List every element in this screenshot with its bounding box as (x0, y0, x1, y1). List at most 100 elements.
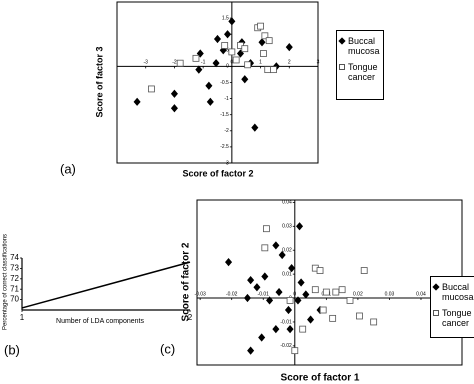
y-tick-label: 72 (10, 274, 19, 283)
legend-entry: Buccal mucosa (432, 282, 474, 302)
point (261, 244, 269, 252)
point (133, 97, 141, 106)
y-tick-label: 1.5 (222, 15, 229, 21)
point (221, 42, 229, 49)
point (263, 225, 270, 233)
point (332, 288, 340, 296)
legend-entry: Tongue cancer (339, 62, 381, 82)
point (275, 287, 283, 297)
legend-marker (339, 64, 345, 70)
point (302, 290, 310, 299)
point (195, 65, 203, 74)
x-axis-label: Score of factor 1 (281, 373, 360, 384)
x-axis-label: Score of factor 2 (182, 168, 253, 178)
point (346, 297, 354, 304)
x-tick-label: 2 (288, 60, 291, 66)
point (170, 89, 178, 98)
point (272, 325, 280, 334)
y-tick-label: 74 (10, 253, 19, 262)
point (266, 296, 274, 305)
y-tick-label: -1.5 (220, 112, 229, 118)
point (294, 296, 302, 305)
point (212, 59, 220, 68)
line (21, 261, 191, 309)
y-tick-label: -2.5 (220, 144, 229, 150)
legend-text: Buccal mucosa (442, 282, 474, 302)
y-tick-label: 0.01 (282, 271, 292, 277)
y-tick-label: -0.5 (220, 80, 229, 86)
y-tick-label: 0.03 (282, 224, 292, 230)
plot-frame (196, 199, 463, 366)
legend-entry: Buccal mucosa (338, 36, 381, 56)
legend-marker (338, 37, 346, 45)
point (243, 293, 252, 303)
point (225, 258, 233, 267)
legend-text: Tongue cancer (442, 308, 472, 328)
point (205, 81, 213, 90)
x-tick-label: 0.04 (416, 291, 426, 297)
y-tick-label: 0 (226, 64, 229, 70)
point (261, 272, 269, 281)
legend-marker (432, 283, 440, 291)
point (170, 104, 178, 113)
point (232, 56, 240, 64)
x-axis-label: Number of LDA components (56, 318, 144, 325)
x-tick-label: 2 (188, 313, 193, 322)
y-axis-label: Percentage of correct classifications (3, 234, 9, 330)
point (213, 34, 222, 44)
point (228, 48, 236, 56)
point (278, 250, 286, 260)
point (253, 283, 261, 292)
point (311, 286, 319, 294)
point (247, 346, 255, 355)
x-tick-label: 1 (20, 313, 25, 322)
point (265, 37, 273, 45)
x-tick-label: -1 (201, 60, 206, 66)
point (257, 22, 264, 30)
point (316, 267, 324, 274)
point (258, 38, 266, 47)
point (299, 325, 307, 333)
point (224, 30, 232, 39)
point (244, 61, 252, 69)
legend: Buccal mucosa Tongue cancer (430, 276, 474, 338)
y-axis-label: Score of factor 3 (94, 46, 104, 117)
point (285, 42, 293, 52)
point (261, 32, 269, 40)
x-tick-label: 0 (293, 291, 296, 297)
point (291, 347, 299, 355)
point (247, 275, 255, 285)
point (192, 54, 200, 62)
point (270, 66, 277, 74)
point (356, 312, 363, 320)
point (286, 325, 294, 334)
y-tick-label: -0.02 (280, 343, 292, 349)
y-tick-label: 70 (10, 295, 19, 304)
point (148, 85, 155, 93)
y-tick-label: -2 (224, 128, 229, 134)
legend: Buccal mucosa Tongue cancer (336, 30, 384, 100)
y-tick-label: -3 (224, 160, 229, 166)
legend-marker (433, 310, 439, 316)
y-tick-label: -1 (224, 96, 229, 102)
point (329, 314, 337, 322)
point (297, 278, 305, 287)
point (196, 49, 204, 58)
x-tick-label: -0.01 (258, 291, 270, 297)
point (206, 97, 214, 106)
x-tick-label: -3 (143, 60, 148, 66)
x-tick-label: 1 (259, 60, 262, 66)
point (296, 222, 304, 231)
panel-label: (a) (60, 161, 76, 176)
point (319, 306, 327, 314)
x-tick-label: 3 (317, 60, 320, 66)
x-tick-label: -2 (172, 60, 177, 66)
plot-frame (116, 1, 319, 164)
legend-entry: Tongue cancer (433, 308, 473, 328)
y-tick-label: 0.04 (282, 200, 292, 206)
point (264, 66, 272, 74)
point (322, 288, 330, 296)
y-tick-label: 0.02 (282, 248, 292, 254)
